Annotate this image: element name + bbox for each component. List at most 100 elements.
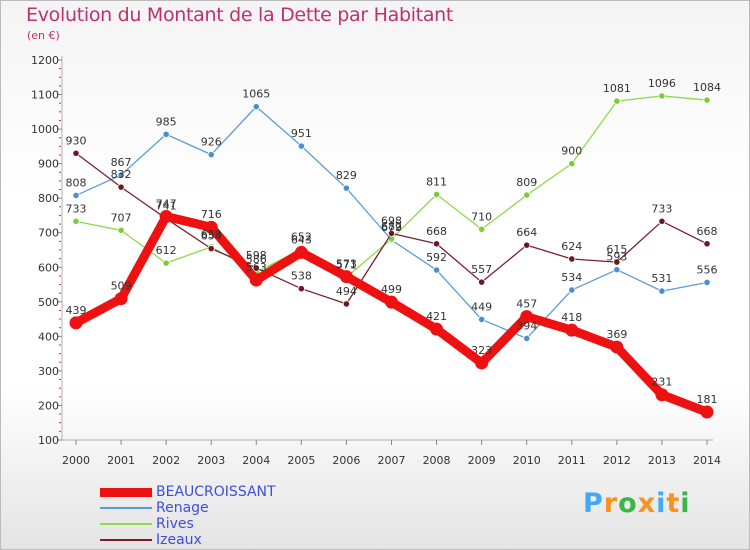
data-point-izeaux	[703, 240, 711, 248]
data-label-izeaux: 698	[381, 214, 402, 227]
y-tick-label: 1200	[31, 54, 59, 67]
y-minor-tick	[59, 275, 61, 277]
legend-swatch	[100, 487, 152, 497]
data-label-izeaux: 538	[291, 270, 312, 283]
y-minor-tick	[59, 430, 61, 432]
data-label-izeaux: 664	[516, 226, 537, 239]
y-minor-tick	[59, 387, 61, 389]
data-label-beaucroissant: 747	[156, 197, 177, 210]
data-point-rives	[703, 96, 711, 104]
data-point-renage	[117, 171, 125, 179]
data-label-izeaux: 615	[606, 243, 627, 256]
data-label-izeaux: 668	[426, 225, 447, 238]
y-minor-tick	[59, 396, 61, 398]
data-point-beaucroissant	[520, 310, 534, 324]
data-point-renage	[342, 184, 351, 192]
data-label-renage: 1065	[242, 88, 270, 101]
data-label-rives: 707	[111, 211, 132, 224]
y-tick-label: 500	[38, 296, 59, 309]
data-point-beaucroissant	[294, 245, 308, 259]
x-tick-label: 2001	[107, 454, 135, 467]
data-point-beaucroissant	[69, 316, 83, 330]
y-minor-tick	[59, 413, 61, 415]
y-minor-tick	[59, 327, 61, 329]
line-chart: 100 200 300 400 500 600 700 800 900 1000 1100 1200 2…	[31, 54, 721, 467]
y-minor-tick	[59, 111, 61, 113]
data-label-beaucroissant: 573	[336, 258, 357, 271]
data-point-rives	[162, 259, 170, 267]
data-label-rives: 1081	[603, 82, 631, 95]
y-minor-tick	[59, 344, 61, 346]
data-label-renage: 679	[381, 221, 402, 234]
data-point-beaucroissant	[475, 356, 489, 370]
data-label-izeaux: 598	[246, 249, 267, 262]
y-minor-tick	[59, 361, 61, 363]
chart-title: Evolution du Montant de la Dette par Hab…	[26, 4, 454, 26]
data-point-renage	[478, 315, 486, 324]
data-label-beaucroissant: 181	[697, 393, 718, 406]
data-label-rives: 612	[156, 244, 177, 257]
y-minor-tick	[59, 284, 61, 286]
y-minor-tick	[59, 422, 61, 424]
y-tick-label: 900	[38, 158, 59, 171]
data-point-renage	[658, 287, 666, 295]
data-label-beaucroissant: 421	[426, 310, 447, 323]
y-tick-label: 600	[38, 261, 59, 274]
y-minor-tick	[59, 85, 61, 87]
x-tick-label: 2008	[423, 454, 451, 467]
data-point-renage	[432, 266, 441, 274]
data-label-renage: 534	[561, 271, 582, 284]
data-point-izeaux	[342, 300, 351, 308]
data-label-renage: 556	[697, 263, 718, 276]
data-label-beaucroissant: 323	[471, 344, 492, 357]
data-label-renage: 449	[471, 300, 492, 313]
y-minor-tick	[59, 353, 61, 355]
data-point-izeaux	[207, 245, 215, 253]
data-label-beaucroissant: 231	[651, 376, 672, 389]
y-minor-tick	[59, 249, 61, 251]
data-label-rives: 571	[336, 258, 357, 271]
data-point-beaucroissant	[565, 323, 579, 337]
y-minor-tick	[59, 318, 61, 320]
x-tick-label: 2011	[558, 454, 586, 467]
data-point-izeaux	[387, 229, 396, 238]
y-minor-tick	[59, 214, 61, 216]
x-tick-label: 2005	[287, 454, 315, 467]
legend-label: Rives	[156, 516, 194, 532]
data-label-renage: 926	[201, 136, 222, 149]
data-label-rives: 900	[561, 145, 582, 158]
data-label-beaucroissant: 716	[201, 208, 222, 221]
data-label-beaucroissant: 499	[381, 283, 402, 296]
data-label-rives: 733	[66, 202, 87, 215]
legend-swatch	[100, 523, 152, 525]
y-tick-label: 100	[38, 434, 59, 447]
data-point-beaucroissant	[610, 340, 624, 354]
data-point-rives	[658, 92, 666, 100]
data-label-beaucroissant: 509	[111, 280, 132, 293]
data-label-beaucroissant: 439	[66, 304, 87, 317]
data-label-izeaux: 733	[651, 202, 672, 215]
data-point-izeaux	[478, 278, 486, 286]
data-point-renage	[162, 130, 170, 138]
x-tick-label: 2012	[603, 454, 631, 467]
data-point-renage	[297, 142, 305, 150]
data-label-renage: 592	[426, 251, 447, 264]
logo-letter: r	[603, 488, 619, 519]
y-minor-tick	[59, 292, 61, 294]
data-label-izeaux: 494	[336, 285, 357, 298]
logo-letter: x	[637, 488, 657, 519]
data-point-beaucroissant	[339, 270, 353, 284]
data-label-renage: 829	[336, 169, 357, 182]
y-minor-tick	[59, 119, 61, 121]
data-label-rives: 659	[201, 228, 222, 241]
data-point-izeaux	[658, 217, 666, 225]
y-tick-label: 1000	[31, 123, 59, 136]
legend-swatch	[100, 507, 152, 509]
y-minor-tick	[59, 68, 61, 70]
data-label-rives: 809	[516, 176, 537, 189]
data-point-rives	[72, 217, 80, 225]
data-label-beaucroissant: 643	[291, 233, 312, 246]
data-label-izeaux: 741	[156, 200, 177, 213]
data-point-renage	[252, 103, 260, 111]
data-label-izeaux: 654	[201, 230, 222, 243]
